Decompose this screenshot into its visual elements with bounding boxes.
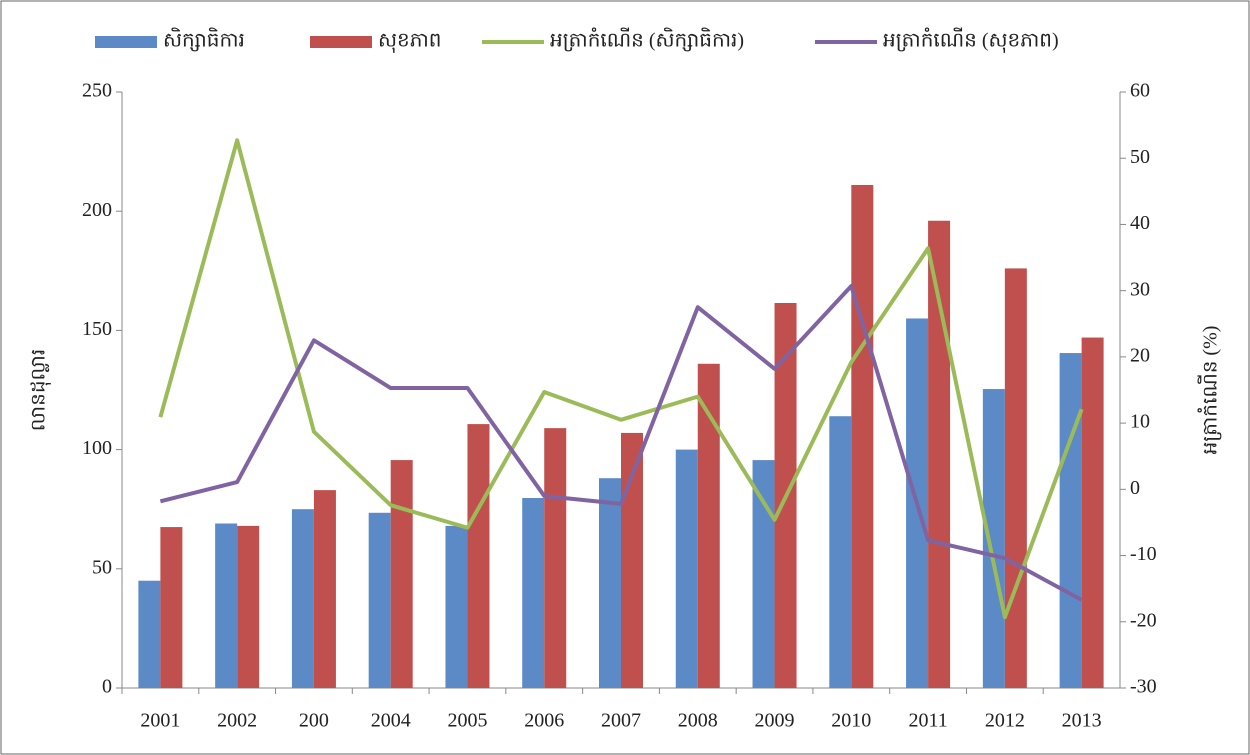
x-tick-label: 2002 (217, 710, 257, 732)
bar (1081, 337, 1104, 688)
x-tick-label: 2011 (908, 710, 947, 732)
y2-tick-label: 40 (1130, 212, 1150, 234)
legend-label: អត្រាកំណើន (សុខភាព) (883, 27, 1059, 54)
bar (522, 497, 545, 688)
bar (291, 509, 314, 688)
y2-tick-label: -20 (1130, 609, 1157, 631)
bar (851, 184, 874, 688)
bar (313, 490, 336, 688)
bar (675, 449, 698, 688)
bar (215, 523, 238, 688)
line (159, 284, 1083, 602)
bar (829, 416, 852, 688)
y-tick-label: 200 (82, 199, 112, 221)
x-tick-label: 2010 (831, 710, 871, 732)
line (158, 138, 1084, 620)
bar (160, 527, 183, 688)
y2-axis-label: អត្រាកំណើន (%) (1197, 326, 1222, 455)
bar (697, 363, 720, 688)
bar (1004, 268, 1027, 688)
x-tick-label: 2013 (1062, 710, 1102, 732)
bar (368, 512, 391, 688)
y2-tick-label: 60 (1130, 80, 1150, 102)
y2-tick-label: 20 (1130, 344, 1150, 366)
x-tick-label: 2012 (985, 710, 1025, 732)
bar (138, 580, 161, 688)
legend-swatch (95, 36, 157, 48)
y2-tick-label: 0 (1130, 477, 1140, 499)
y2-tick-label: -30 (1130, 676, 1157, 698)
y-tick-label: 50 (92, 556, 112, 578)
x-tick-label: 2005 (447, 710, 487, 732)
bar (445, 525, 468, 688)
bar (390, 460, 413, 688)
x-tick-label: 2009 (755, 710, 795, 732)
bar (621, 432, 643, 688)
y2-tick-label: 50 (1130, 146, 1150, 168)
bar (752, 460, 775, 688)
bar (599, 478, 621, 688)
y2-tick-label: -10 (1130, 543, 1157, 565)
y-tick-label: 250 (82, 80, 112, 102)
y-tick-label: 150 (82, 318, 112, 340)
y-axis-label: លានដុល្លារ (28, 349, 52, 432)
bar (1059, 353, 1082, 688)
legend-label: សុខភាព (378, 30, 441, 54)
bar (237, 525, 260, 688)
x-tick-label: 2006 (524, 710, 564, 732)
legend-label: សិក្សាធិការ (163, 27, 245, 52)
y2-tick-label: 10 (1130, 411, 1150, 433)
bar (982, 389, 1005, 688)
x-tick-label: 2008 (678, 710, 718, 732)
x-tick-label: 2001 (140, 710, 180, 732)
bar (928, 220, 951, 688)
x-tick-label: 2007 (601, 710, 641, 732)
y2-tick-label: 30 (1130, 278, 1150, 300)
legend-label: អត្រាកំណើន (សិក្សាធិការ) (550, 27, 744, 52)
y-tick-label: 100 (82, 437, 112, 459)
x-tick-label: 2004 (371, 710, 411, 732)
y-tick-label: 0 (102, 676, 112, 698)
bar (467, 424, 490, 688)
bar (544, 428, 567, 688)
x-tick-label: 200 (299, 710, 329, 732)
legend-swatch (310, 36, 372, 48)
